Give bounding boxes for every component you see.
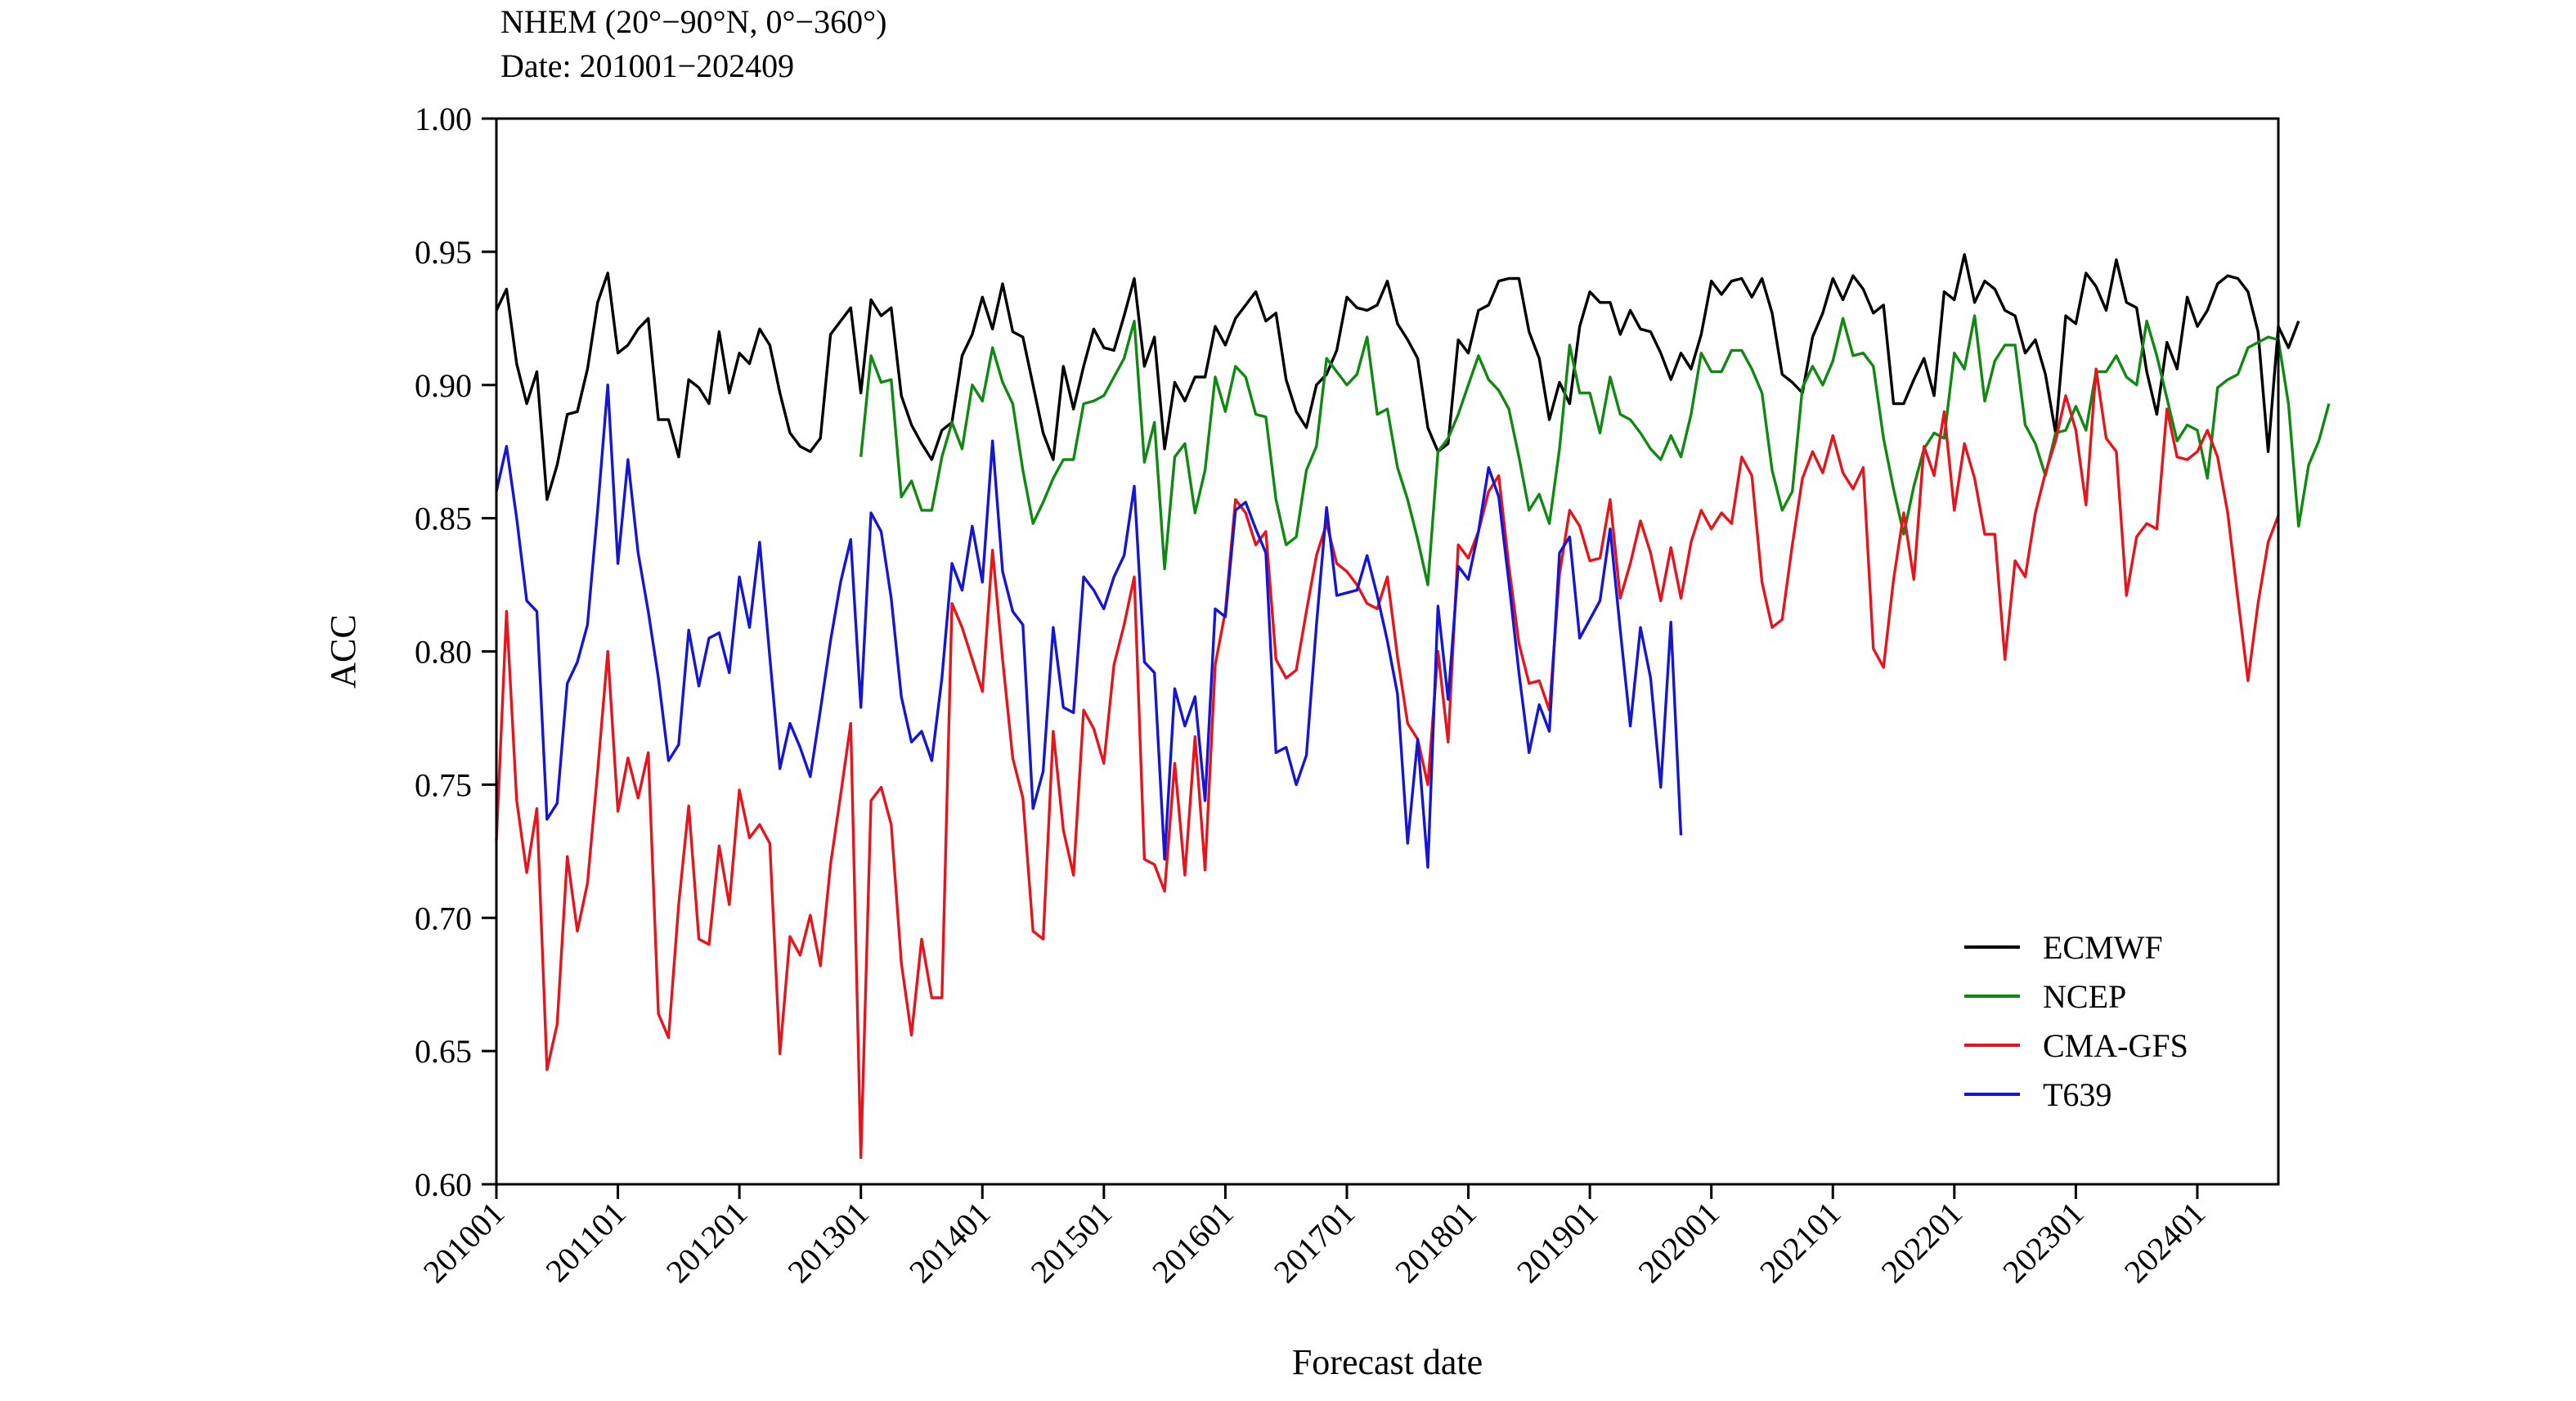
- y-tick-label: 0.75: [415, 766, 472, 803]
- x-tick-label: 201601: [1145, 1195, 1241, 1291]
- series-line-ncep: [859, 314, 2331, 586]
- y-tick-label: 1.00: [415, 101, 472, 137]
- y-tick-label: 0.95: [415, 234, 472, 271]
- x-tick-label: 201901: [1510, 1195, 1605, 1291]
- x-tick-label: 202301: [1995, 1195, 2091, 1291]
- legend-label: CMA-GFS: [2043, 1027, 2188, 1064]
- legend-label: ECMWF: [2043, 929, 2163, 966]
- chart-header: NHEM (20°−90°N, 0°−360°) Date: 201001−20…: [500, 0, 886, 88]
- plot-area-frame: [495, 117, 2280, 1186]
- y-tick-label: 0.80: [415, 634, 472, 671]
- legend-label: NCEP: [2043, 978, 2126, 1015]
- x-tick-label: 201501: [1024, 1195, 1120, 1291]
- x-tick-label: 202101: [1752, 1195, 1848, 1291]
- x-tick-label: 201301: [780, 1195, 876, 1291]
- series-lines: [495, 253, 2331, 1160]
- y-axis-label: ACC: [323, 614, 363, 688]
- x-tick-label: 202401: [2117, 1195, 2213, 1291]
- y-tick-label: 0.90: [415, 367, 472, 404]
- x-axis-label: Forecast date: [1292, 1342, 1483, 1382]
- region-title: NHEM (20°−90°N, 0°−360°): [500, 3, 887, 40]
- legend: ECMWF NCEP CMA-GFS T639: [1964, 929, 2188, 1113]
- x-tick-label: 202201: [1874, 1195, 1970, 1291]
- x-tick-label: 201001: [416, 1195, 512, 1291]
- x-tick-label: 201101: [538, 1195, 633, 1290]
- y-axis: 0.60 0.65 0.70 0.75 0.80 0.85 0.90 0.95 1.00: [415, 101, 496, 1203]
- x-tick-label: 202001: [1631, 1195, 1726, 1291]
- x-tick-label: 201201: [659, 1195, 755, 1291]
- series-line-ecmwf: [495, 253, 2300, 501]
- x-tick-label: 201401: [902, 1195, 998, 1291]
- date-range-title: Date: 201001−202409: [500, 47, 795, 84]
- legend-label: T639: [2043, 1076, 2112, 1113]
- y-tick-label: 0.85: [415, 501, 472, 537]
- x-tick-label: 201701: [1267, 1195, 1362, 1291]
- series-line-cma-gfs: [495, 367, 2280, 1160]
- y-tick-label: 0.70: [415, 900, 472, 936]
- y-tick-label: 0.65: [415, 1033, 472, 1070]
- x-axis: 201001 201101 201201 201301 201401 201501 2016…: [416, 1184, 2213, 1291]
- x-tick-label: 201801: [1388, 1195, 1483, 1291]
- series-line-t639: [495, 384, 1683, 869]
- y-tick-label: 0.60: [415, 1166, 472, 1203]
